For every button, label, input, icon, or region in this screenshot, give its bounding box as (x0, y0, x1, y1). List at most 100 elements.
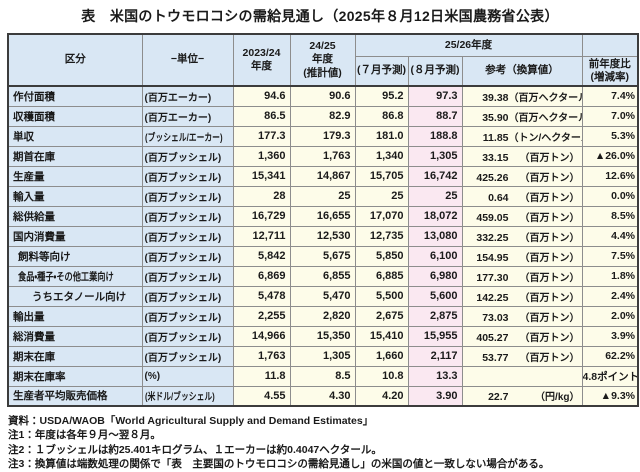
cell-category: 期首在庫 (7, 145, 143, 167)
table-body: 作付面積 (百万エーカー) 94.6 90.6 95.2 97.3 39.38 （百万ヘクター… (7, 85, 639, 407)
cell-unit: (米ドル/ブッシェル) (141, 385, 234, 407)
source-note: 資料：USDA/WAOB「World Agricultural Supply a… (8, 415, 374, 427)
cell-2024-25-value: 15,350 (289, 325, 356, 347)
cell-yoy-value: ▲9.3% (581, 385, 639, 407)
cell-reference: 142.25 （百万トン） (461, 285, 583, 307)
cell-yoy-value: 4.8ポイント (581, 365, 639, 387)
cell-2024-25-value: 16,655 (289, 205, 356, 227)
cell-august-forecast-value: 15,955 (407, 325, 463, 347)
note-3: 注3：換算値は端数処理の関係で「表 主要国のトウモロコシの需給見通し」の米国の値… (8, 458, 550, 471)
cell-august-forecast-value: 13.3 (407, 365, 463, 387)
cell-reference: 459.05 （百万トン） (461, 205, 583, 227)
cell-unit: (百万エーカー) (141, 105, 234, 127)
cell-august-forecast-value: 6,100 (407, 245, 463, 267)
header-unit: −単位− (141, 33, 234, 87)
cell-unit: (百万エーカー) (141, 85, 234, 107)
table-row: 国内消費量 (百万ブッシェル) 12,711 12,530 12,735 13,080 33… (7, 225, 639, 247)
cell-category: 期末在庫 (7, 345, 143, 367)
reference-value: 11.85 (482, 131, 509, 144)
table-row: 輸出量 (百万ブッシェル) 2,255 2,820 2,675 2,875 73.03 （百万… (7, 305, 639, 327)
supply-demand-table: 区分 −単位− 2023/24 年度 24/25 年度 (推計値) 25/26年… (7, 33, 639, 407)
cell-july-forecast-value: 86.8 (354, 105, 409, 127)
cell-2024-25-value: 179.3 (289, 125, 356, 147)
cell-2023-24-value: 12,711 (232, 225, 291, 247)
cell-yoy-value: 5.3% (581, 125, 639, 147)
cell-category: 生産量 (7, 165, 143, 187)
reference-unit: （百万トン） (519, 272, 580, 284)
header-2023-24: 2023/24 年度 (232, 33, 291, 87)
reference-value: 35.90 (482, 111, 509, 124)
header-2024-25: 24/25 年度 (推計値) (289, 33, 356, 87)
reference-value: 405.27 (476, 331, 509, 344)
header-2025-26-group: 25/26年度 (354, 33, 583, 57)
cell-july-forecast-value: 15,705 (354, 165, 409, 187)
cell-category: 期末在庫率 (7, 365, 143, 387)
cell-august-forecast-value: 2,875 (407, 305, 463, 327)
cell-yoy-value: 3.9% (581, 325, 639, 347)
cell-2024-25-value: 1,305 (289, 345, 356, 367)
cell-yoy-value: 0.0% (581, 185, 639, 207)
cell-july-forecast-value: 2,675 (354, 305, 409, 327)
cell-reference: 405.27 （百万トン） (461, 325, 583, 347)
reference-value: 154.95 (476, 251, 509, 264)
header-july-forecast: (７月予測) (354, 55, 409, 87)
cell-july-forecast-value: 1,340 (354, 145, 409, 167)
cell-category: 作付面積 (7, 85, 143, 107)
cell-yoy-value: 7.5% (581, 245, 639, 267)
header-spacer (581, 33, 639, 57)
cell-reference: 332.25 （百万トン） (461, 225, 583, 247)
cell-2024-25-value: 2,820 (289, 305, 356, 327)
cell-unit: (%) (141, 365, 234, 387)
cell-july-forecast-value: 25 (354, 185, 409, 207)
cell-august-forecast-value: 2,117 (407, 345, 463, 367)
cell-2023-24-value: 1,763 (232, 345, 291, 367)
cell-reference: 73.03 （百万トン） (461, 305, 583, 327)
reference-value: 39.38 (482, 91, 509, 104)
reference-unit: （百万ヘクタール） (508, 112, 582, 124)
cell-july-forecast-value: 12,735 (354, 225, 409, 247)
cell-category: 輸出量 (7, 305, 143, 327)
cell-july-forecast-value: 6,885 (354, 265, 409, 287)
cell-unit: (百万ブッシェル) (141, 165, 234, 187)
reference-unit: （百万トン） (519, 152, 580, 164)
cell-august-forecast-value: 88.7 (407, 105, 463, 127)
header-august-forecast: (８月予測) (407, 55, 463, 87)
cell-2024-25-value: 90.6 (289, 85, 356, 107)
cell-category: 輸入量 (7, 185, 143, 207)
cell-reference: 33.15 （百万トン） (461, 145, 583, 167)
cell-reference: 39.38（百万ヘクタール） (461, 85, 583, 107)
cell-2024-25-value: 82.9 (289, 105, 356, 127)
cell-yoy-value: 7.4% (581, 85, 639, 107)
reference-unit: （百万トン） (519, 352, 580, 364)
table-row: 期首在庫 (百万ブッシェル) 1,360 1,763 1,340 1,305 33.15 （百… (7, 145, 639, 167)
page-title: 表 米国のトウモロコシの需給見通し（2025年８月12日米国農務省公表） (81, 8, 559, 24)
cell-july-forecast-value: 17,070 (354, 205, 409, 227)
cell-yoy-value: 7.0% (581, 105, 639, 127)
table-row: 食品・種子・その他工業向け (百万ブッシェル) 6,869 6,855 6,885 6,9… (7, 265, 639, 287)
cell-unit: (百万ブッシェル) (141, 345, 234, 367)
reference-unit: （トン/ヘクタール） (508, 132, 582, 144)
reference-unit: （百万トン） (519, 312, 580, 324)
table-row: 総供給量 (百万ブッシェル) 16,729 16,655 17,070 18,072 459… (7, 205, 639, 227)
reference-unit: （百万トン） (519, 172, 580, 184)
cell-yoy-value: 1.8% (581, 265, 639, 287)
cell-july-forecast-value: 15,410 (354, 325, 409, 347)
reference-value: 33.15 (482, 151, 509, 164)
cell-unit: (百万ブッシェル) (141, 205, 234, 227)
table-row: 総消費量 (百万ブッシェル) 14,966 15,350 15,410 15,955 405… (7, 325, 639, 347)
cell-2023-24-value: 4.55 (232, 385, 291, 407)
cell-unit: (ブッシェル/エーカー) (141, 125, 234, 147)
cell-july-forecast-value: 5,850 (354, 245, 409, 267)
reference-unit: （百万トン） (519, 292, 580, 304)
cell-2024-25-value: 4.30 (289, 385, 356, 407)
cell-category: 収穫面積 (7, 105, 143, 127)
reference-unit: （円/kg） (535, 392, 580, 404)
reference-value: 0.64 (488, 191, 509, 204)
cell-reference: 35.90（百万ヘクタール） (461, 105, 583, 127)
cell-august-forecast-value: 1,305 (407, 145, 463, 167)
note-2: 注2：１ブッシェルは約25.401キログラム、１エーカーは約0.4047ヘクター… (8, 443, 382, 456)
header-reference: 参考（換算値） (461, 55, 583, 87)
cell-2024-25-value: 14,867 (289, 165, 356, 187)
cell-2023-24-value: 177.3 (232, 125, 291, 147)
cell-2023-24-value: 94.6 (232, 85, 291, 107)
